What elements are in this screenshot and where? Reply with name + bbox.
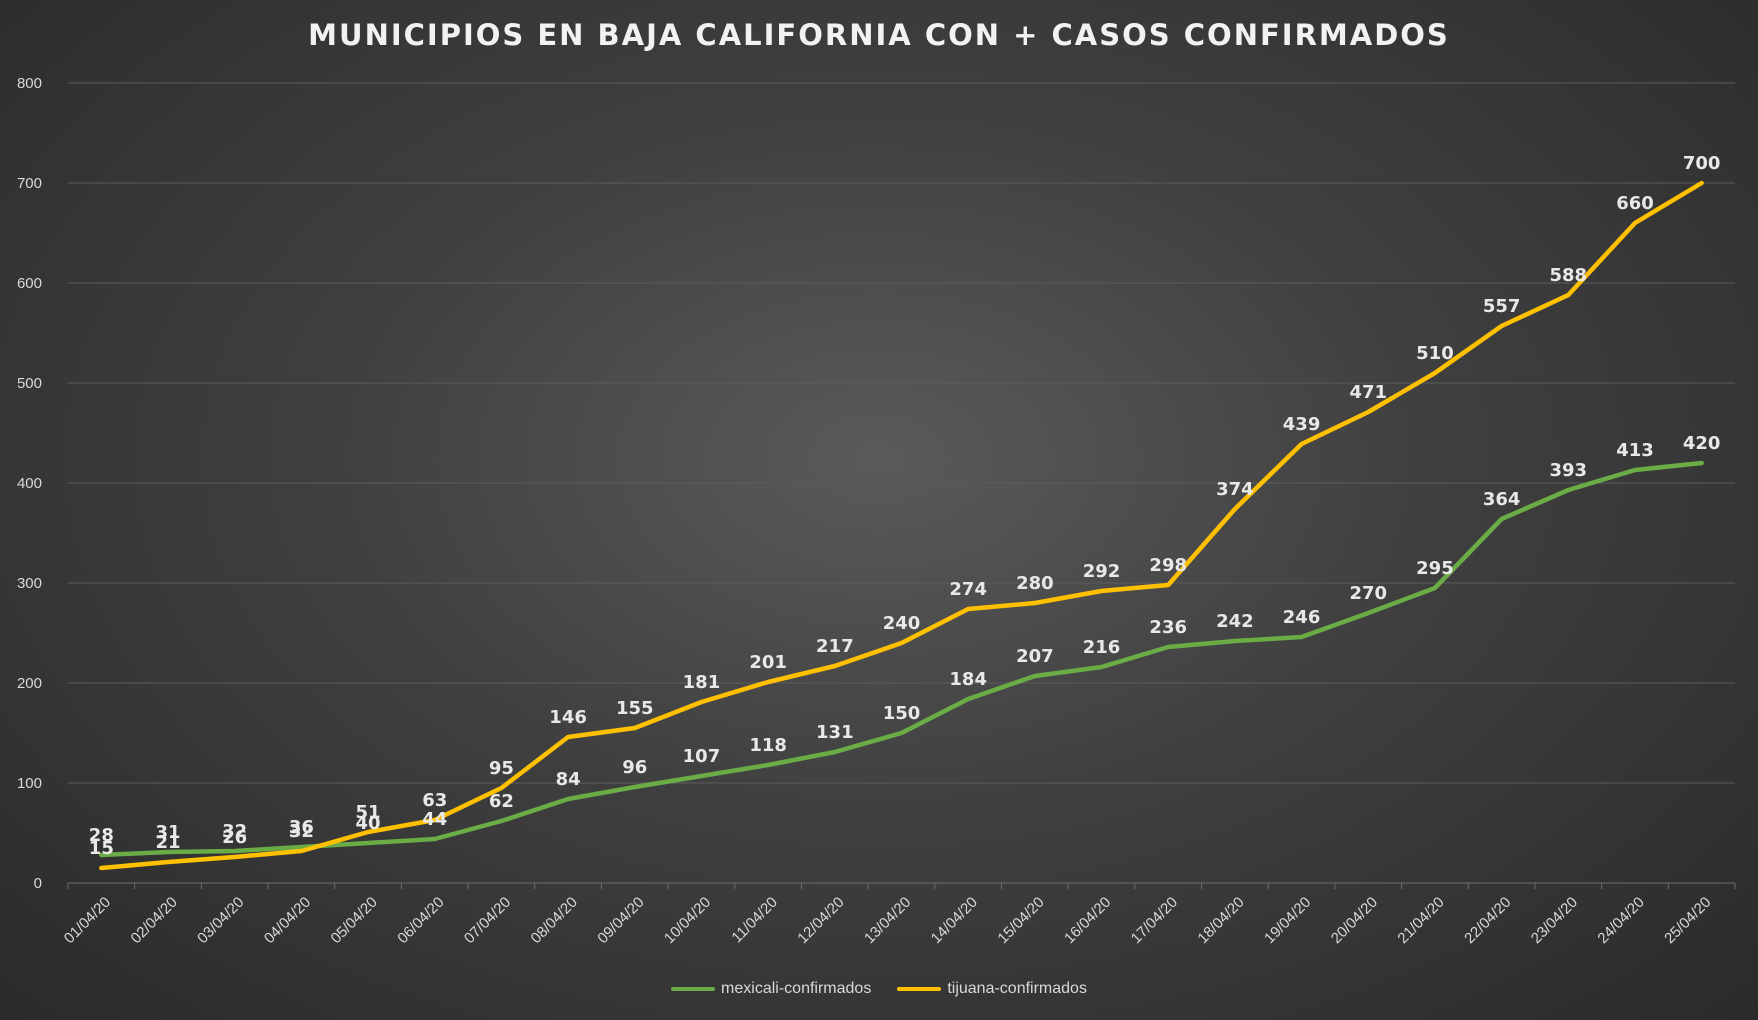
x-tick-label: 10/04/20: [661, 894, 714, 947]
x-tick-label: 01/04/20: [61, 894, 114, 947]
x-tick-label: 06/04/20: [394, 894, 447, 947]
data-label: 295: [1416, 558, 1454, 579]
x-tick-label: 08/04/20: [528, 894, 581, 947]
data-label: 31: [155, 822, 180, 843]
data-label: 700: [1683, 153, 1721, 174]
data-label: 15: [89, 838, 114, 859]
legend-item-mexicali: mexicali-confirmados: [671, 980, 871, 998]
data-label: 557: [1483, 296, 1521, 317]
x-tick-label: 11/04/20: [728, 894, 781, 947]
data-label: 32: [289, 821, 314, 842]
legend-label-mexicali: mexicali-confirmados: [721, 980, 872, 997]
x-tick-label: 14/04/20: [928, 894, 981, 947]
x-tick-label: 07/04/20: [461, 894, 514, 947]
data-label: 216: [1083, 637, 1121, 658]
legend-item-tijuana: tijuana-confirmados: [897, 980, 1087, 998]
y-tick-label: 600: [17, 275, 42, 292]
data-label: 150: [883, 703, 921, 724]
chart-legend: mexicali-confirmados tijuana-confirmados: [0, 980, 1758, 998]
x-tick-label: 16/04/20: [1061, 894, 1114, 947]
data-label: 96: [622, 757, 647, 778]
x-tick-label: 15/04/20: [994, 894, 1047, 947]
data-label: 471: [1349, 382, 1387, 403]
x-tick-label: 04/04/20: [261, 894, 314, 947]
data-label: 63: [422, 790, 447, 811]
x-tick-label: 19/04/20: [1261, 894, 1314, 947]
data-label: 36: [289, 817, 314, 838]
data-label: 84: [556, 769, 581, 790]
data-label: 44: [422, 809, 447, 830]
series-line-tijuana: [99, 180, 1704, 871]
data-label: 413: [1616, 440, 1654, 461]
data-label: 51: [356, 802, 381, 823]
x-tick-label: 02/04/20: [128, 894, 181, 947]
y-tick-label: 500: [17, 375, 42, 392]
data-label: 28: [89, 825, 114, 846]
data-label: 207: [1016, 646, 1054, 667]
data-label: 292: [1083, 561, 1121, 582]
x-tick-label: 03/04/20: [194, 894, 247, 947]
data-label: 201: [749, 652, 787, 673]
data-label: 374: [1216, 479, 1254, 500]
data-label: 240: [883, 613, 921, 634]
data-label: 181: [683, 672, 721, 693]
data-label: 298: [1149, 555, 1187, 576]
x-tick-label: 24/04/20: [1594, 894, 1647, 947]
data-label: 217: [816, 636, 854, 657]
chart-title: MUNICIPIOS EN BAJA CALIFORNIA CON + CASO…: [308, 18, 1450, 52]
x-tick-label: 25/04/20: [1661, 894, 1714, 947]
x-tick-label: 12/04/20: [794, 894, 847, 947]
legend-swatch-mexicali: [671, 987, 716, 991]
data-label: 364: [1483, 489, 1521, 510]
x-tick-label: 18/04/20: [1194, 894, 1247, 947]
x-tick-label: 22/04/20: [1461, 894, 1514, 947]
y-tick-label: 400: [17, 475, 42, 492]
legend-label-tijuana: tijuana-confirmados: [947, 980, 1087, 997]
y-tick-label: 200: [17, 675, 42, 692]
data-label: 26: [222, 827, 247, 848]
data-label: 131: [816, 722, 854, 743]
data-label: 246: [1283, 607, 1321, 628]
x-tick-label: 20/04/20: [1328, 894, 1381, 947]
data-label: 40: [356, 813, 381, 834]
x-tick-label: 23/04/20: [1528, 894, 1581, 947]
x-tick-label: 09/04/20: [594, 894, 647, 947]
y-tick-label: 700: [17, 175, 42, 192]
y-tick-label: 800: [17, 75, 42, 92]
legend-swatch-tijuana: [897, 987, 942, 991]
data-label: 32: [222, 821, 247, 842]
data-label: 62: [489, 791, 514, 812]
data-label: 510: [1416, 343, 1454, 364]
data-label: 280: [1016, 573, 1054, 594]
data-label: 184: [949, 669, 987, 690]
data-label: 274: [949, 579, 987, 600]
data-label: 270: [1349, 583, 1387, 604]
x-tick-label: 13/04/20: [861, 894, 914, 947]
data-label: 660: [1616, 193, 1654, 214]
data-label: 107: [683, 746, 721, 767]
data-label: 118: [749, 735, 787, 756]
x-tick-label: 05/04/20: [328, 894, 381, 947]
x-tick-label: 21/04/20: [1394, 894, 1447, 947]
data-label: 588: [1550, 265, 1588, 286]
y-tick-label: 0: [34, 875, 42, 892]
data-label: 146: [549, 707, 587, 728]
y-tick-label: 100: [17, 775, 42, 792]
x-tick-label: 17/04/20: [1128, 894, 1181, 947]
data-label: 439: [1283, 414, 1321, 435]
data-label: 155: [616, 698, 654, 719]
data-label: 242: [1216, 611, 1254, 632]
data-label: 420: [1683, 433, 1721, 454]
data-label: 393: [1550, 460, 1588, 481]
series-line-mexicali: [99, 460, 1704, 858]
data-label: 21: [155, 832, 180, 853]
data-label: 236: [1149, 617, 1187, 638]
data-label: 95: [489, 758, 514, 779]
y-tick-label: 300: [17, 575, 42, 592]
